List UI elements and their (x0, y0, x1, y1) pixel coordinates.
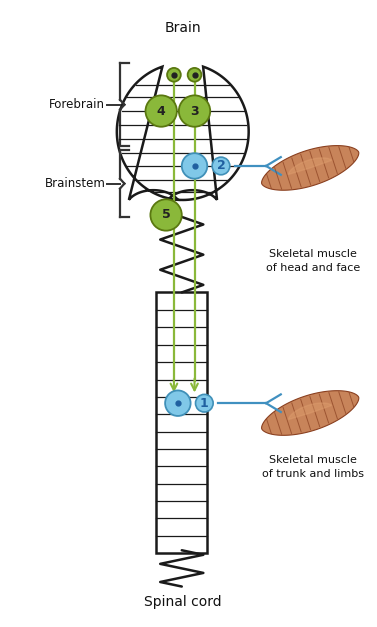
Text: 4: 4 (157, 105, 166, 117)
Text: 2: 2 (217, 159, 225, 172)
Ellipse shape (196, 394, 213, 412)
Text: 3: 3 (190, 105, 199, 117)
Text: Brain: Brain (164, 21, 201, 34)
Ellipse shape (212, 157, 230, 175)
Text: Spinal cord: Spinal cord (144, 595, 222, 609)
Polygon shape (288, 403, 332, 419)
Bar (156, 292, 207, 553)
Ellipse shape (165, 391, 191, 416)
Ellipse shape (188, 68, 201, 82)
Text: Brainstem: Brainstem (44, 177, 105, 190)
Ellipse shape (167, 68, 181, 82)
Ellipse shape (179, 95, 210, 127)
Polygon shape (288, 158, 332, 174)
Ellipse shape (150, 199, 182, 231)
Text: Forebrain: Forebrain (49, 98, 105, 111)
Polygon shape (262, 391, 359, 435)
Ellipse shape (146, 95, 177, 127)
Text: Skeletal muscle
of trunk and limbs: Skeletal muscle of trunk and limbs (262, 455, 364, 479)
Polygon shape (117, 66, 249, 200)
Polygon shape (262, 145, 359, 190)
Text: 5: 5 (162, 208, 170, 221)
Ellipse shape (182, 153, 207, 179)
Text: Skeletal muscle
of head and face: Skeletal muscle of head and face (266, 250, 360, 273)
Text: 1: 1 (200, 397, 209, 409)
